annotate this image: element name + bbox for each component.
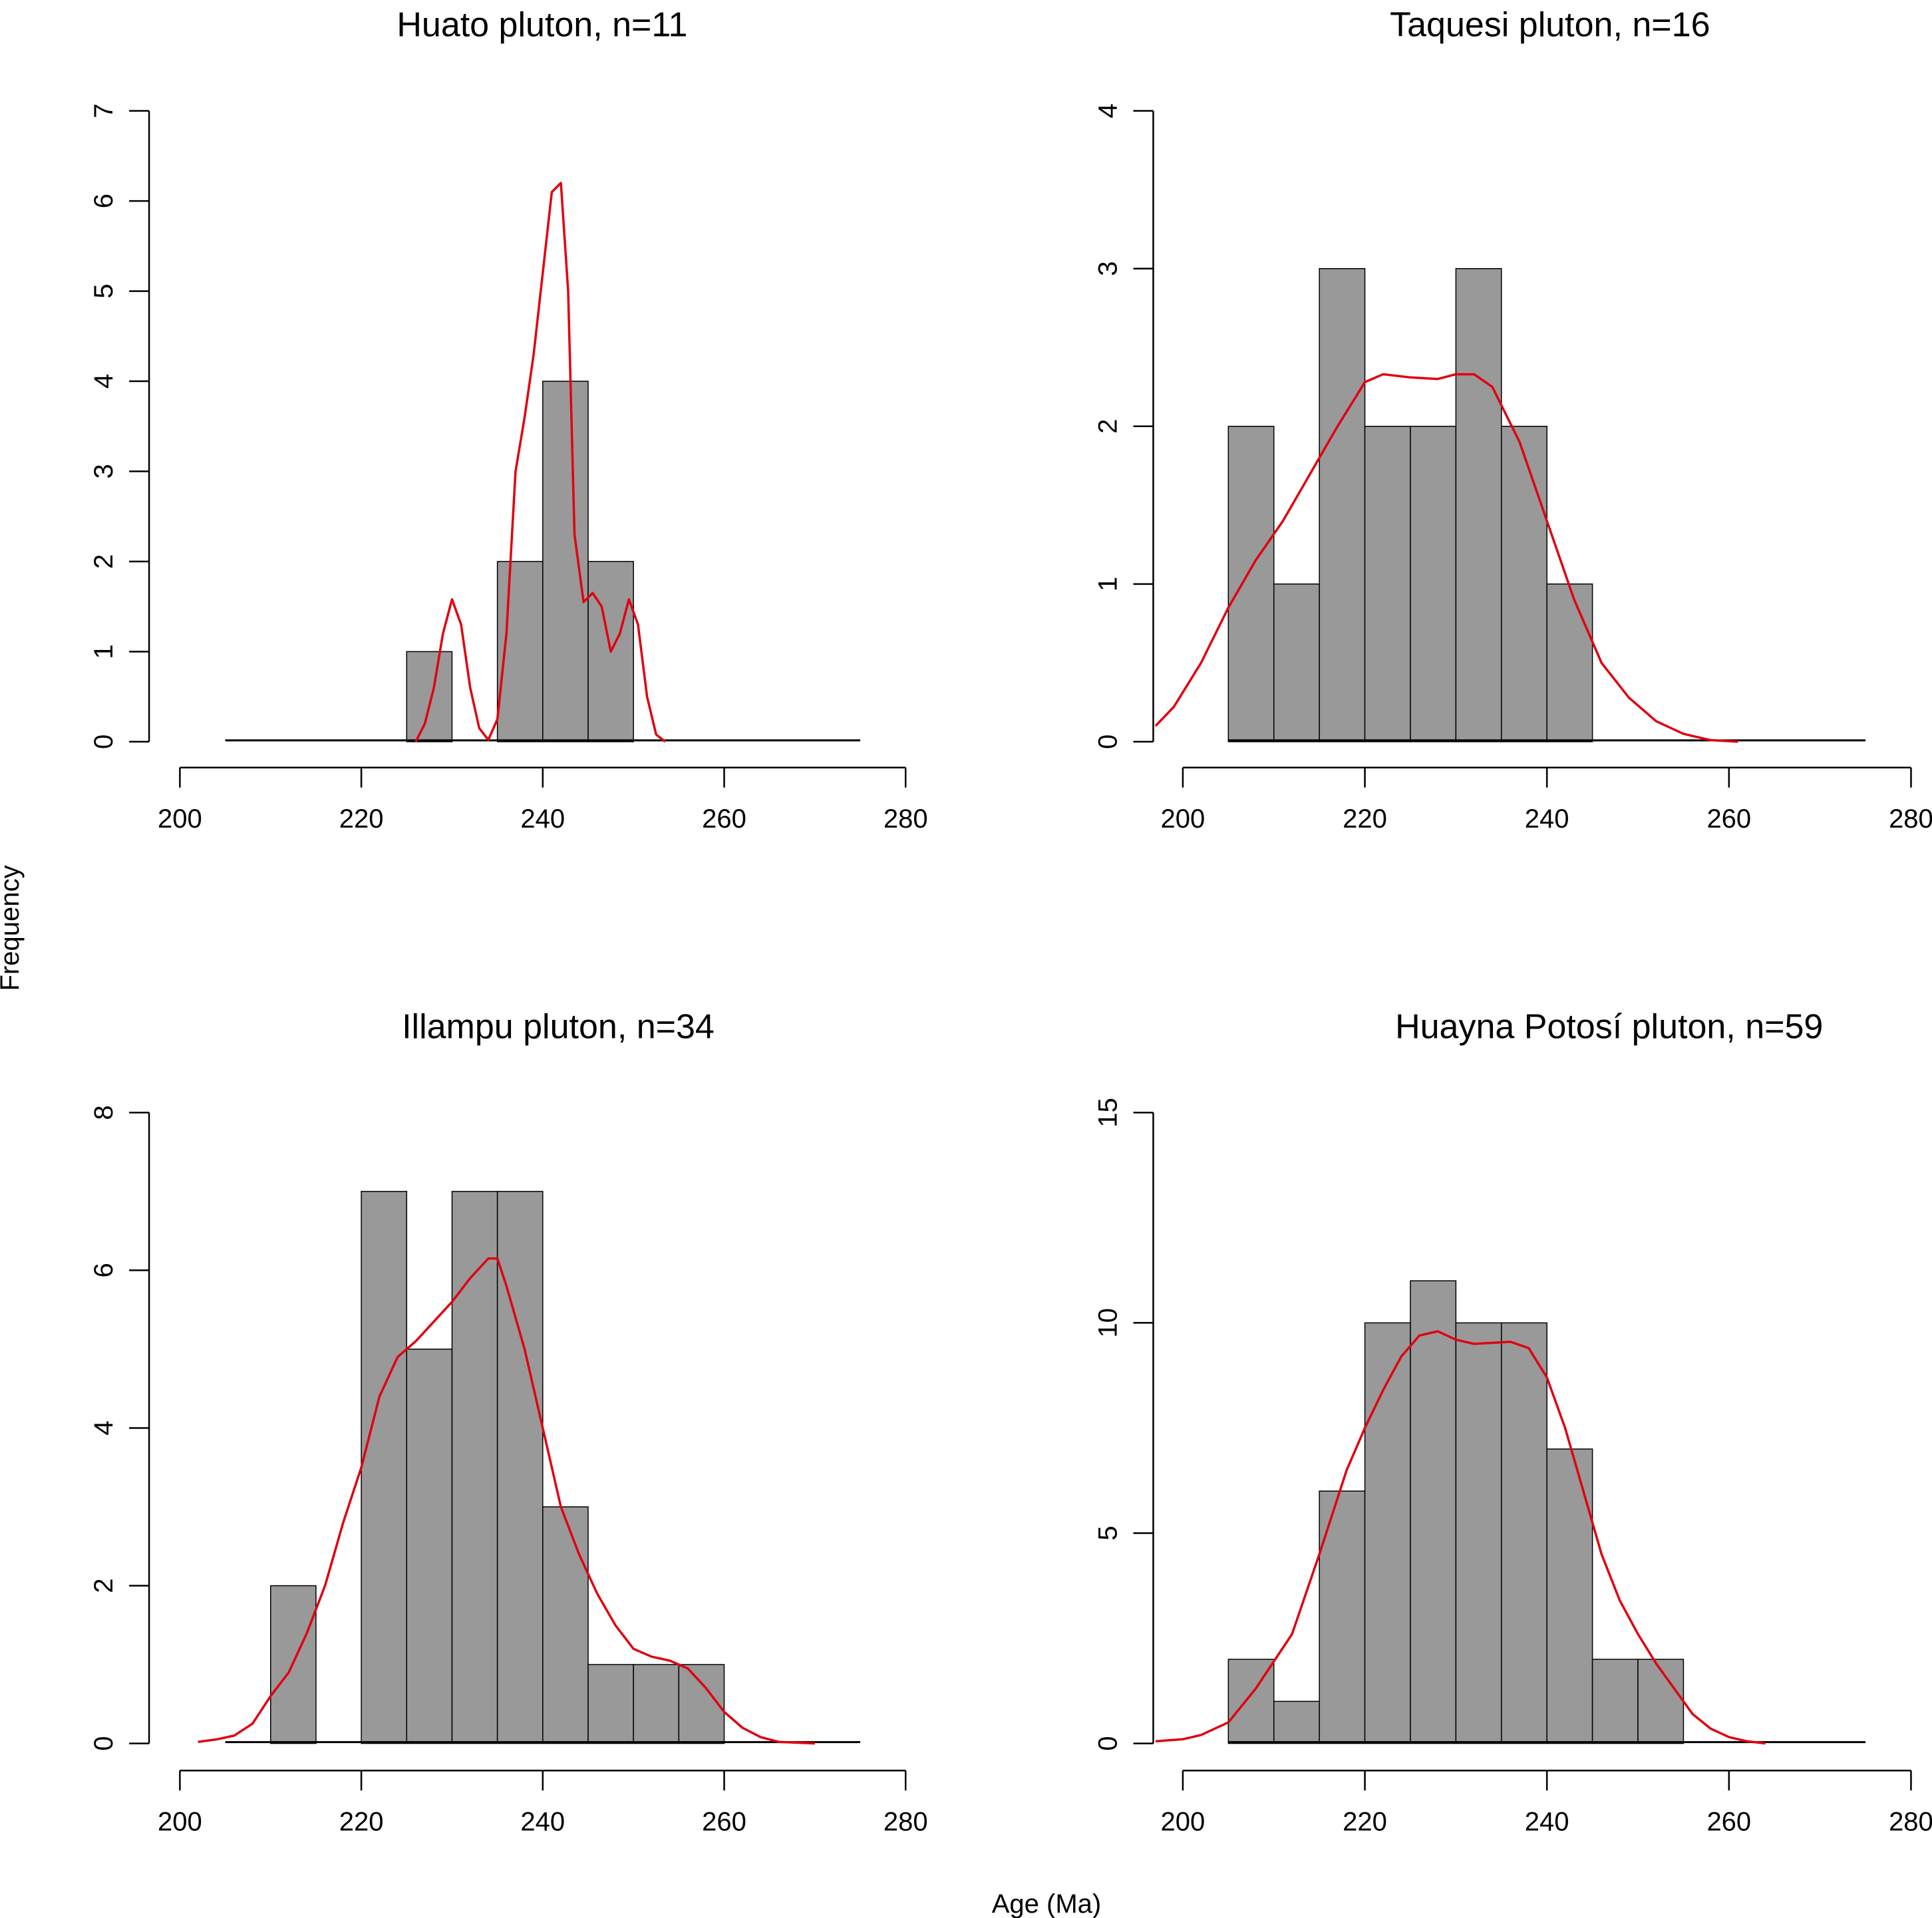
panel-huayna-potosi: Huayna Potosí pluton, n=59 0 5 10 15 200 220 2… (1093, 1007, 1932, 1836)
histogram-bar (361, 1191, 408, 1744)
histogram-bar (1637, 1659, 1685, 1744)
histogram-bar (1319, 267, 1366, 742)
x-tick-label: 240 (520, 1807, 565, 1836)
x-tick-label: 220 (339, 804, 384, 834)
x-tick-label: 200 (158, 1807, 202, 1836)
y-tick-label: 1 (89, 644, 118, 659)
histogram-bar (633, 1664, 680, 1744)
x-tick-label: 260 (1706, 804, 1751, 834)
panel-title: Taquesi pluton, n=16 (1390, 6, 1710, 45)
global-xlabel: Age (Ma) (992, 1889, 1102, 1918)
x-tick-label: 280 (1889, 1807, 1932, 1836)
y-tick-label: 0 (1093, 734, 1122, 749)
histogram-bar (1273, 583, 1320, 742)
y-tick-label: 4 (89, 1420, 118, 1435)
density-curve (414, 182, 666, 743)
histogram-bar (542, 1506, 589, 1744)
histogram-bar (406, 1349, 453, 1744)
x-tick-label: 280 (884, 804, 928, 834)
y-tick-label: 8 (89, 1105, 118, 1120)
histogram-bar (1364, 1322, 1411, 1744)
panel-title: Huayna Potosí pluton, n=59 (1395, 1007, 1823, 1046)
histogram-bar (678, 1664, 725, 1744)
histogram-bar (1455, 267, 1502, 742)
x-tick-label: 280 (884, 1807, 928, 1836)
y-tick-label: 15 (1093, 1098, 1122, 1128)
y-tick-label: 3 (89, 464, 118, 478)
histogram-bar (406, 651, 453, 742)
histogram-bar (1364, 426, 1411, 742)
y-tick-label: 0 (89, 734, 118, 749)
histogram-bar (1501, 426, 1547, 742)
y-tick-label: 5 (89, 283, 118, 298)
x-tick-label: 280 (1889, 804, 1932, 834)
y-tick-label: 10 (1093, 1308, 1122, 1338)
x-tick-label: 260 (702, 804, 746, 834)
x-tick-label: 200 (1161, 804, 1206, 834)
y-tick-label: 1 (1093, 577, 1122, 591)
x-tick-label: 260 (702, 1807, 746, 1836)
panel-taquesi: Taquesi pluton, n=16 0 1 2 3 4 200 220 240 260 28… (1093, 6, 1932, 834)
histogram-bar (587, 1664, 634, 1744)
histogram-bar (1501, 1322, 1547, 1744)
y-tick-label: 7 (89, 104, 118, 118)
y-tick-label: 5 (1093, 1525, 1122, 1540)
panel-huato: Huato pluton, n=11 0 1 2 3 4 5 6 7 200 220 240 260 2… (89, 6, 928, 834)
histogram-bar (1319, 1490, 1366, 1744)
x-tick-label: 260 (1706, 1807, 1751, 1836)
y-tick-label: 2 (1093, 419, 1122, 434)
x-tick-label: 200 (158, 804, 202, 834)
x-tick-label: 200 (1161, 1807, 1206, 1836)
histogram-bar (1546, 583, 1593, 742)
histogram-bar (1273, 1700, 1320, 1744)
y-tick-label: 0 (89, 1736, 118, 1750)
histogram-bar (1455, 1322, 1502, 1744)
x-tick-label: 240 (520, 804, 565, 834)
panel-title: Illampu pluton, n=34 (402, 1007, 715, 1046)
y-tick-label: 2 (89, 554, 118, 569)
panel-title: Huato pluton, n=11 (397, 6, 687, 45)
x-tick-label: 220 (1343, 804, 1387, 834)
histogram-bar (1546, 1448, 1593, 1744)
y-tick-label: 6 (89, 194, 118, 208)
y-tick-label: 4 (89, 374, 118, 389)
y-tick-label: 6 (89, 1263, 118, 1277)
x-tick-label: 240 (1525, 1807, 1569, 1836)
y-tick-label: 2 (89, 1578, 118, 1593)
x-tick-label: 220 (1343, 1807, 1387, 1836)
density-curve (1154, 373, 1738, 743)
panel-illampu: Illampu pluton, n=34 0 2 4 6 8 200 220 240 260 28… (89, 1007, 928, 1836)
histogram-bar (542, 381, 589, 742)
y-tick-label: 3 (1093, 261, 1122, 276)
histogram-bar (1410, 1280, 1457, 1744)
histogram-bar (1410, 426, 1457, 742)
x-tick-label: 240 (1525, 804, 1569, 834)
y-tick-label: 0 (1093, 1736, 1122, 1750)
histogram-bar (1227, 426, 1275, 742)
density-curve (1155, 1330, 1766, 1745)
global-ylabel: Frequency (0, 866, 25, 991)
y-tick-label: 4 (1093, 104, 1122, 118)
histogram-bar (496, 1191, 544, 1744)
histogram-bar (1591, 1659, 1639, 1744)
x-tick-label: 220 (339, 1807, 384, 1836)
density-curve (198, 1257, 815, 1745)
histogram-bar (451, 1191, 498, 1744)
